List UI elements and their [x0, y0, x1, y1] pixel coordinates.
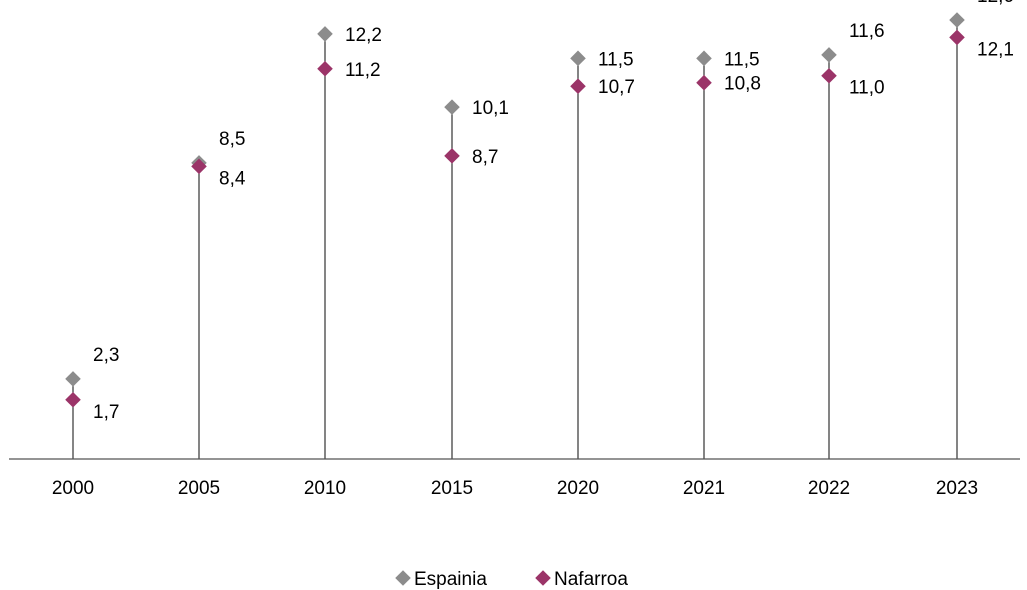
legend-marker-nafarroa	[535, 570, 551, 586]
data-label-nafarroa: 8,7	[472, 147, 498, 168]
data-label-espainia: 11,6	[849, 21, 885, 42]
x-tick-label: 2005	[178, 478, 220, 499]
marker-espainia	[65, 371, 81, 387]
data-label-espainia: 8,5	[219, 129, 245, 150]
x-tick-label: 2000	[52, 478, 94, 499]
marker-nafarroa	[949, 29, 965, 46]
data-label-nafarroa: 1,7	[93, 402, 119, 423]
data-label-nafarroa: 11,2	[345, 60, 381, 81]
legend-label-nafarroa: Nafarroa	[554, 569, 628, 590]
marker-nafarroa	[570, 78, 586, 94]
data-labels: 2,3 1,7 8,5 8,4 12,2 11,2 10,1 8,7 11,5 10,7 11,5 1…	[93, 0, 1014, 423]
data-label-nafarroa: 12,1	[977, 39, 1014, 60]
marker-nafarroa	[444, 148, 460, 164]
marker-espainia	[444, 99, 460, 115]
data-label-nafarroa: 10,7	[598, 77, 635, 98]
data-label-espainia: 2,3	[93, 345, 119, 366]
data-label-espainia: 12,2	[345, 25, 382, 46]
data-label-nafarroa: 8,4	[219, 168, 246, 189]
data-label-espainia: 10,1	[472, 98, 509, 119]
marker-espainia	[696, 50, 712, 67]
data-label-nafarroa: 10,8	[724, 74, 761, 95]
x-tick-label: 2015	[431, 478, 473, 499]
marker-nafarroa	[696, 74, 712, 91]
marker-nafarroa	[65, 391, 81, 408]
legend-marker-espainia	[395, 570, 411, 586]
data-markers	[65, 12, 965, 408]
marker-nafarroa	[317, 60, 333, 77]
marker-espainia	[317, 26, 333, 42]
x-tick-label: 2023	[936, 478, 978, 499]
drop-lines	[72, 20, 958, 459]
legend: Espainia Nafarroa	[395, 569, 628, 590]
data-label-espainia: 11,5	[724, 49, 760, 70]
data-label-espainia: 12,6	[977, 0, 1014, 7]
marker-espainia	[949, 12, 965, 28]
data-label-espainia: 11,5	[598, 49, 634, 70]
x-tick-label: 2020	[557, 478, 599, 499]
marker-nafarroa	[821, 67, 837, 84]
data-label-nafarroa: 11,0	[849, 78, 885, 99]
marker-espainia	[570, 50, 586, 67]
x-tick-labels: 2000 2005 2010 2015 2020 2021 2022 2023	[52, 478, 978, 499]
marker-espainia	[821, 47, 837, 63]
legend-label-espainia: Espainia	[414, 569, 487, 590]
x-tick-label: 2022	[808, 478, 850, 499]
x-tick-label: 2010	[304, 478, 346, 499]
x-tick-label: 2021	[683, 478, 725, 499]
marker-nafarroa	[191, 158, 207, 175]
